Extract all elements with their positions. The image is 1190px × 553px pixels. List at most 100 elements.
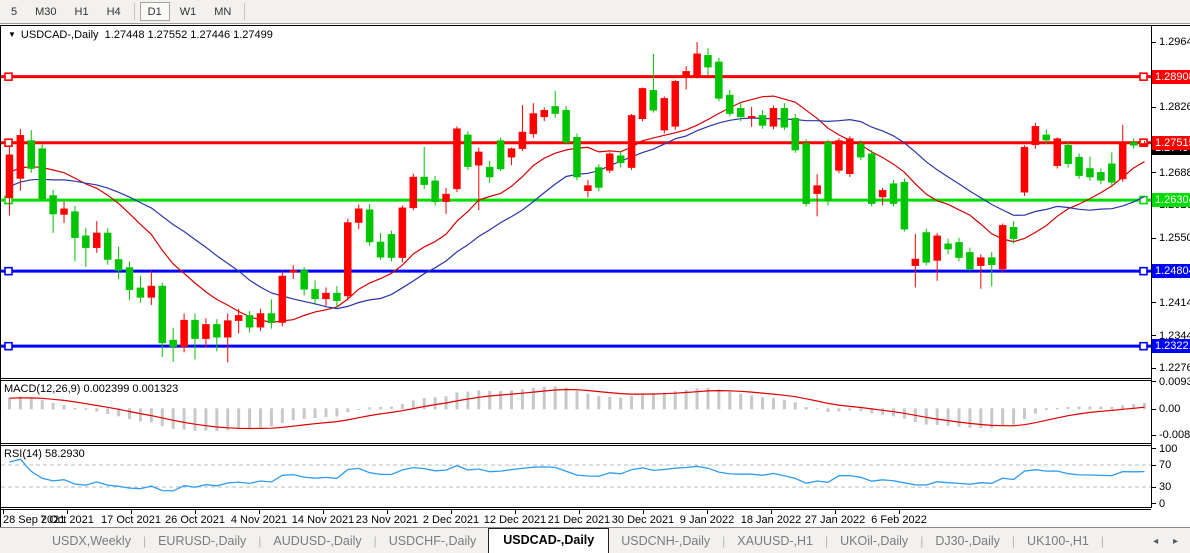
candle-bear[interactable] [1097, 168, 1105, 185]
symbol-dropdown-icon[interactable]: ▼ [8, 30, 16, 39]
pane-splitter[interactable] [1, 378, 1151, 381]
candle-bull[interactable] [453, 126, 461, 193]
candle-bull[interactable] [507, 147, 516, 166]
candle-bull[interactable] [398, 205, 407, 263]
candle-bull[interactable] [584, 179, 592, 198]
candle-bear[interactable] [867, 150, 876, 207]
candle-bull[interactable] [878, 187, 887, 206]
candle-bull[interactable] [1140, 140, 1149, 147]
chart-tab-usdchf-daily[interactable]: USDCHF-,Daily [388, 534, 477, 548]
candle-bear[interactable] [726, 89, 734, 117]
candle-bull[interactable] [1118, 124, 1127, 182]
candle-bear[interactable] [311, 280, 319, 305]
candle-bull[interactable] [998, 223, 1007, 272]
candle-bear[interactable] [1042, 129, 1051, 144]
candle-bear[interactable] [780, 103, 789, 131]
candle-bear[interactable] [649, 53, 658, 113]
candle-bull[interactable] [16, 128, 25, 191]
chart-tab-usdcnh-daily[interactable]: USDCNH-,Daily [621, 534, 711, 548]
candle-bear[interactable] [191, 313, 199, 360]
timeframe-button-m30[interactable]: M30 [35, 6, 57, 18]
candle-bear[interactable] [82, 227, 90, 268]
candle-bull[interactable] [93, 221, 101, 253]
candle-bear[interactable] [333, 286, 341, 308]
candle-bull[interactable] [671, 79, 679, 130]
candle-bull[interactable] [409, 173, 418, 211]
candle-bear[interactable] [1086, 156, 1094, 181]
candle-bear[interactable] [365, 204, 374, 246]
candle-bull[interactable] [605, 152, 614, 174]
candle-bear[interactable] [802, 139, 810, 207]
candle-bear[interactable] [27, 130, 36, 173]
candle-bear[interactable] [1064, 141, 1072, 168]
candle-bull[interactable] [627, 114, 636, 170]
candle-bear[interactable] [616, 150, 625, 168]
candle-bear[interactable] [824, 139, 832, 206]
horizontal-line-1.23221[interactable] [1, 341, 1151, 351]
candle-bear[interactable] [376, 232, 385, 260]
candle-bear[interactable] [736, 103, 745, 122]
candle-bear[interactable] [595, 164, 603, 192]
candle-bull[interactable] [442, 187, 450, 215]
chart-tab-dj30-daily[interactable]: DJ30-,Daily [935, 534, 1000, 548]
candle-bear[interactable] [922, 228, 931, 266]
candle-bear[interactable] [704, 48, 712, 76]
candle-bear[interactable] [49, 189, 57, 233]
candle-bull[interactable] [5, 145, 14, 216]
candle-bull[interactable] [60, 201, 68, 224]
candle-bear[interactable] [38, 144, 46, 202]
candle-bear[interactable] [1009, 221, 1018, 244]
candle-bull[interactable] [911, 233, 920, 288]
candle-bull[interactable] [835, 138, 843, 174]
horizontal-line-1.24804[interactable] [1, 266, 1151, 276]
chart-title[interactable]: ▼ USDCAD-,Daily 1.27448 1.27552 1.27446 1… [8, 29, 273, 41]
candle-bull[interactable] [693, 42, 701, 79]
candle-bull[interactable] [1020, 145, 1029, 196]
candle-bull[interactable] [638, 87, 647, 122]
chart-tab-usdx-weekly[interactable]: USDX,Weekly [52, 534, 131, 548]
line-anchor-handle[interactable] [1139, 138, 1148, 147]
candle-bear[interactable] [267, 299, 276, 329]
candle-bull[interactable] [354, 204, 363, 230]
chart-tab-usdcad-daily[interactable]: USDCAD-,Daily [488, 528, 610, 553]
candle-bull[interactable] [344, 218, 352, 301]
chart-tab-eurusd-daily[interactable]: EURUSD-,Daily [158, 534, 247, 548]
candle-bull[interactable] [223, 313, 232, 363]
pane-splitter[interactable] [1, 443, 1151, 446]
timeframe-button-5[interactable]: 5 [11, 6, 18, 18]
candle-bull[interactable] [540, 107, 549, 122]
candle-bear[interactable] [944, 238, 952, 255]
main-chart-pane[interactable] [1, 26, 1151, 378]
candle-bull[interactable] [256, 308, 265, 332]
chart-tab-xauusd-h1[interactable]: XAUUSD-,H1 [737, 534, 813, 548]
candle-bull[interactable] [933, 232, 941, 281]
candle-bear[interactable] [114, 246, 123, 279]
moving-average-13[interactable] [9, 95, 1145, 324]
candle-bear[interactable] [715, 57, 723, 102]
candle-bull[interactable] [846, 136, 854, 178]
line-anchor-handle[interactable] [4, 266, 13, 276]
horizontal-line-1.26304[interactable] [1, 195, 1151, 205]
timeframe-button-h4[interactable]: H4 [106, 6, 121, 18]
candle-bear[interactable] [169, 327, 177, 362]
line-anchor-handle[interactable] [1139, 341, 1148, 351]
candle-bear[interactable] [496, 137, 505, 171]
candle-bull[interactable] [660, 96, 669, 134]
timeframe-button-d1[interactable]: D1 [139, 2, 170, 21]
tab-scroll-arrows[interactable]: ◂ ▸ [1153, 536, 1184, 547]
line-anchor-handle[interactable] [1139, 72, 1148, 81]
date-axis[interactable]: 28 Sep 2021 7 Oct 2021 17 Oct 2021 26 Oct 2… [1, 510, 1190, 528]
chart-tab-ukoil-daily[interactable]: UKOil-,Daily [840, 534, 909, 548]
candle-bear[interactable] [987, 251, 996, 287]
candle-bear[interactable] [857, 140, 865, 160]
line-anchor-handle[interactable] [4, 72, 13, 81]
candle-bull[interactable] [769, 105, 778, 130]
rsi-pane[interactable] [1, 446, 1151, 507]
candle-bear[interactable] [1108, 152, 1116, 186]
candle-bull[interactable] [322, 287, 330, 306]
candle-bear[interactable] [966, 247, 974, 272]
candle-bear[interactable] [900, 178, 909, 232]
candle-bear[interactable] [464, 131, 472, 170]
candle-bull[interactable] [682, 66, 690, 90]
line-anchor-handle[interactable] [4, 138, 13, 147]
